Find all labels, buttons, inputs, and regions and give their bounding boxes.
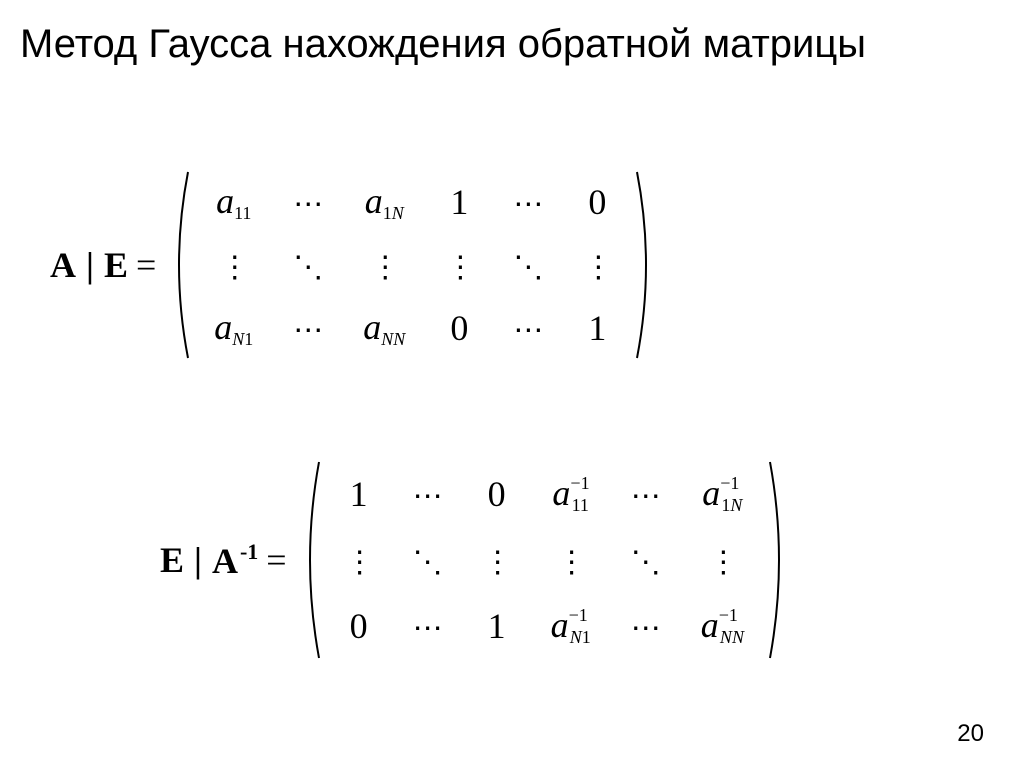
cell-ainvNN: a−1NN (681, 593, 764, 660)
symbol-E: E (104, 244, 128, 286)
matrix-row: ⋮ ⋱ ⋮ ⋮ ⋱ ⋮ (194, 234, 631, 296)
cell-ddots: ⋱ (611, 527, 681, 592)
cell-vdots: ⋮ (463, 527, 531, 592)
cell-cdots: ⋯ (393, 460, 463, 527)
cell-cdots: ⋯ (273, 170, 343, 234)
equals-sign: = (136, 244, 156, 286)
right-paren-icon (631, 170, 659, 360)
matrix-row: 0 ⋯ 1 a−1N1 ⋯ a−1NN (325, 593, 764, 660)
matrix-row: ⋮ ⋱ ⋮ ⋮ ⋱ ⋮ (325, 527, 764, 592)
symbol-A-inv: A-1 (212, 539, 258, 582)
left-paren-icon (166, 170, 194, 360)
cell-vdots: ⋮ (531, 527, 611, 592)
cell-vdots: ⋮ (194, 234, 273, 296)
cell-cdots: ⋯ (493, 296, 563, 360)
cell-ddots: ⋱ (493, 234, 563, 296)
cell-ainv1N: a−11N (681, 460, 764, 527)
slide: Метод Гаусса нахождения обратной матрицы… (0, 0, 1024, 768)
cell-vdots: ⋮ (325, 527, 393, 592)
cell-vdots: ⋮ (563, 234, 631, 296)
cell-ddots: ⋱ (393, 527, 463, 592)
page-number: 20 (957, 720, 984, 748)
cell-cdots: ⋯ (273, 296, 343, 360)
cell-a1N: a1N (343, 170, 425, 234)
symbol-E: E (160, 539, 184, 581)
cell-cdots: ⋯ (493, 170, 563, 234)
cell-0: 0 (463, 460, 531, 527)
eq2-lhs: E | A-1 (160, 539, 258, 582)
matrix-row: a11 ⋯ a1N 1 ⋯ 0 (194, 170, 631, 234)
cell-ainvN1: a−1N1 (531, 593, 611, 660)
cell-1: 1 (463, 593, 531, 660)
cell-1: 1 (563, 296, 631, 360)
eq1-lhs: A | E (50, 244, 128, 286)
symbol-A: A (50, 244, 76, 286)
cell-0: 0 (425, 296, 493, 360)
equation-2: E | A-1 = 1 ⋯ 0 a−111 ⋯ a−11N (160, 460, 792, 660)
left-paren-icon (297, 460, 325, 660)
eq1-matrix: a11 ⋯ a1N 1 ⋯ 0 ⋮ ⋱ ⋮ ⋮ ⋱ ⋮ aN1 ⋯ (194, 170, 631, 360)
cell-1: 1 (325, 460, 393, 527)
cell-vdots: ⋮ (681, 527, 764, 592)
symbol-bar: | (86, 244, 94, 286)
matrix-row: 1 ⋯ 0 a−111 ⋯ a−11N (325, 460, 764, 527)
cell-aN1: aN1 (194, 296, 273, 360)
cell-cdots: ⋯ (611, 460, 681, 527)
cell-aNN: aNN (343, 296, 425, 360)
right-paren-icon (764, 460, 792, 660)
cell-0: 0 (563, 170, 631, 234)
eq2-matrix: 1 ⋯ 0 a−111 ⋯ a−11N ⋮ ⋱ ⋮ ⋮ ⋱ ⋮ 0 (325, 460, 764, 660)
eq1-matrix-wrap: a11 ⋯ a1N 1 ⋯ 0 ⋮ ⋱ ⋮ ⋮ ⋱ ⋮ aN1 ⋯ (166, 170, 659, 360)
cell-1: 1 (425, 170, 493, 234)
symbol-bar: | (194, 539, 202, 581)
equation-1: A | E = a11 ⋯ a1N 1 ⋯ 0 ⋮ (50, 170, 659, 360)
cell-vdots: ⋮ (343, 234, 425, 296)
cell-vdots: ⋮ (425, 234, 493, 296)
cell-a11: a11 (194, 170, 273, 234)
cell-cdots: ⋯ (393, 593, 463, 660)
slide-title: Метод Гаусса нахождения обратной матрицы (20, 22, 1004, 67)
matrix-row: aN1 ⋯ aNN 0 ⋯ 1 (194, 296, 631, 360)
eq2-matrix-wrap: 1 ⋯ 0 a−111 ⋯ a−11N ⋮ ⋱ ⋮ ⋮ ⋱ ⋮ 0 (297, 460, 792, 660)
cell-cdots: ⋯ (611, 593, 681, 660)
cell-ddots: ⋱ (273, 234, 343, 296)
cell-ainv11: a−111 (531, 460, 611, 527)
equals-sign: = (266, 539, 286, 581)
cell-0: 0 (325, 593, 393, 660)
